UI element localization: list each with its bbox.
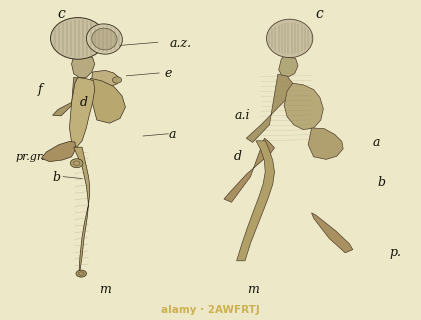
Polygon shape (91, 78, 125, 123)
Text: c: c (315, 7, 323, 21)
Text: d: d (80, 96, 88, 109)
Text: b: b (377, 176, 385, 189)
Polygon shape (224, 138, 274, 202)
Text: b: b (53, 171, 61, 184)
Text: a: a (373, 136, 381, 149)
Text: a.i: a.i (234, 109, 250, 122)
Polygon shape (69, 77, 95, 147)
Text: d: d (234, 150, 242, 163)
Polygon shape (92, 70, 120, 87)
Text: pr.gr.: pr.gr. (16, 152, 45, 162)
Text: m: m (99, 283, 111, 296)
Text: a: a (169, 128, 176, 141)
Ellipse shape (112, 77, 122, 83)
Polygon shape (41, 141, 76, 162)
Text: f: f (38, 83, 42, 96)
Ellipse shape (76, 270, 87, 277)
Text: c: c (57, 7, 65, 21)
Ellipse shape (266, 19, 313, 58)
Text: alamy · 2AWFRTJ: alamy · 2AWFRTJ (161, 305, 260, 315)
Text: a.z.: a.z. (170, 37, 192, 50)
Text: p.: p. (390, 246, 402, 259)
Polygon shape (312, 213, 353, 253)
Polygon shape (284, 83, 323, 130)
Polygon shape (308, 128, 343, 159)
Polygon shape (279, 56, 298, 77)
Ellipse shape (86, 24, 123, 54)
Polygon shape (53, 77, 84, 116)
Ellipse shape (92, 28, 117, 50)
Text: m: m (247, 283, 258, 296)
Polygon shape (72, 54, 95, 77)
Polygon shape (74, 147, 90, 270)
Text: e: e (165, 67, 172, 80)
Ellipse shape (70, 159, 83, 168)
Polygon shape (246, 74, 293, 142)
Ellipse shape (51, 18, 105, 59)
Polygon shape (237, 141, 274, 261)
